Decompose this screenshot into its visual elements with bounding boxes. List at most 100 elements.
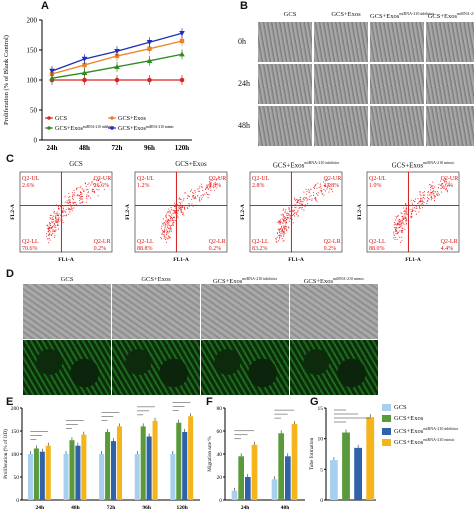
c-event-dot [294,198,296,200]
c-x-axis-label: FL1-A [58,257,74,263]
c-event-dot [168,237,170,239]
c-event-dot [294,204,296,206]
c-event-dot [52,218,54,220]
c-event-dot [180,204,183,207]
c-event-dot [68,192,70,194]
c-event-dot [90,197,92,199]
c-event-dot [288,207,290,209]
c-event-dot [311,199,313,201]
c-event-dot [213,189,215,191]
c-event-dot [86,197,88,199]
c-event-dot [72,197,74,199]
c-event-dot [163,230,165,232]
b-column-header: GCS+ExosmiRNA-210 inhibitor [370,11,434,20]
c-event-dot [55,204,57,206]
c-event-dot [280,214,282,216]
c-quadrant-label: Q2-UR [441,176,459,182]
c-event-dot [47,228,49,230]
c-event-dot [279,222,281,224]
c-event-dot [448,181,450,183]
c-event-dot [46,224,48,226]
c-event-dot [283,225,285,227]
c-event-dot [284,232,286,234]
c-event-dot [395,217,397,219]
c-event-dot [170,206,172,209]
c-event-dot [312,192,314,194]
c-event-dot [73,201,75,203]
c-event-dot [50,235,52,237]
c-event-dot [64,211,66,213]
panel-label-g: G [310,396,319,408]
a-point [146,40,153,45]
c-event-dot [428,198,430,200]
a-legend-label: GCS+ExosmiRNA-210 mimic [118,125,174,132]
c-event-dot [315,197,317,200]
c-event-dot [419,191,421,193]
c-event-dot [209,187,211,189]
c-event-dot [164,238,167,241]
c-event-dot [315,193,317,195]
bar [330,460,338,500]
c-event-dot [429,189,432,191]
c-event-dot [215,184,217,186]
c-event-dot [399,221,401,223]
c-event-dot [170,228,172,230]
c-event-dot [54,229,56,232]
bar [146,436,152,500]
c-event-dot [58,221,60,223]
g-legend-swatch [382,404,391,412]
c-event-dot [420,200,422,202]
c-event-dot [65,214,68,216]
c-event-dot [57,205,59,208]
c-event-dot [282,240,284,242]
c-event-dot [59,214,61,216]
c-event-dot [308,191,310,194]
c-event-dot [65,209,67,211]
c-event-dot [54,220,56,222]
c-event-dot [172,220,175,222]
c-event-dot [173,216,175,218]
c-event-dot [423,201,425,203]
c-event-dot [76,195,78,197]
y-axis-label: Tube formation [308,437,315,470]
c-event-dot [431,186,433,188]
c-event-dot [172,222,174,224]
c-event-dot [303,191,305,193]
c-event-dot [54,236,56,238]
c-event-dot [304,196,306,198]
c-event-dot [408,209,410,211]
c-event-dot [98,189,100,191]
c-event-dot [404,211,407,213]
a-legend-label: GCS+Exos [118,115,146,122]
c-event-dot [58,207,60,209]
c-event-dot [429,183,431,186]
c-event-dot [444,181,446,183]
panel-b-scratch-assay: GCS GCS+Exos GCS+ExosmiRNA-210 inhibitor GC… [238,8,474,148]
c-event-dot [286,230,288,232]
panel-label-a: A [41,0,49,12]
c-quadrant-label: 2.8% [252,183,265,189]
c-event-dot [285,223,287,225]
c-event-dot [280,231,282,233]
c-event-dot [400,236,402,238]
c-event-dot [49,218,51,220]
y-axis-label: Migration rate % [207,436,213,472]
c-event-dot [56,213,58,215]
c-event-dot [78,195,80,197]
c-event-dot [57,208,59,210]
c-event-dot [164,220,166,222]
c-event-dot [324,184,326,186]
c-event-dot [49,230,51,232]
c-event-dot [403,218,405,220]
a-x-tick-label: 24h [47,144,58,152]
d-fluorescence-image [112,340,200,395]
c-event-dot [421,199,423,201]
c-event-dot [164,226,166,228]
c-event-dot [60,219,62,221]
c-event-dot [281,237,283,240]
c-event-dot [332,191,334,193]
c-event-dot [294,205,296,207]
c-event-dot [405,223,407,225]
c-event-dot [421,197,423,199]
c-event-dot [410,215,412,217]
